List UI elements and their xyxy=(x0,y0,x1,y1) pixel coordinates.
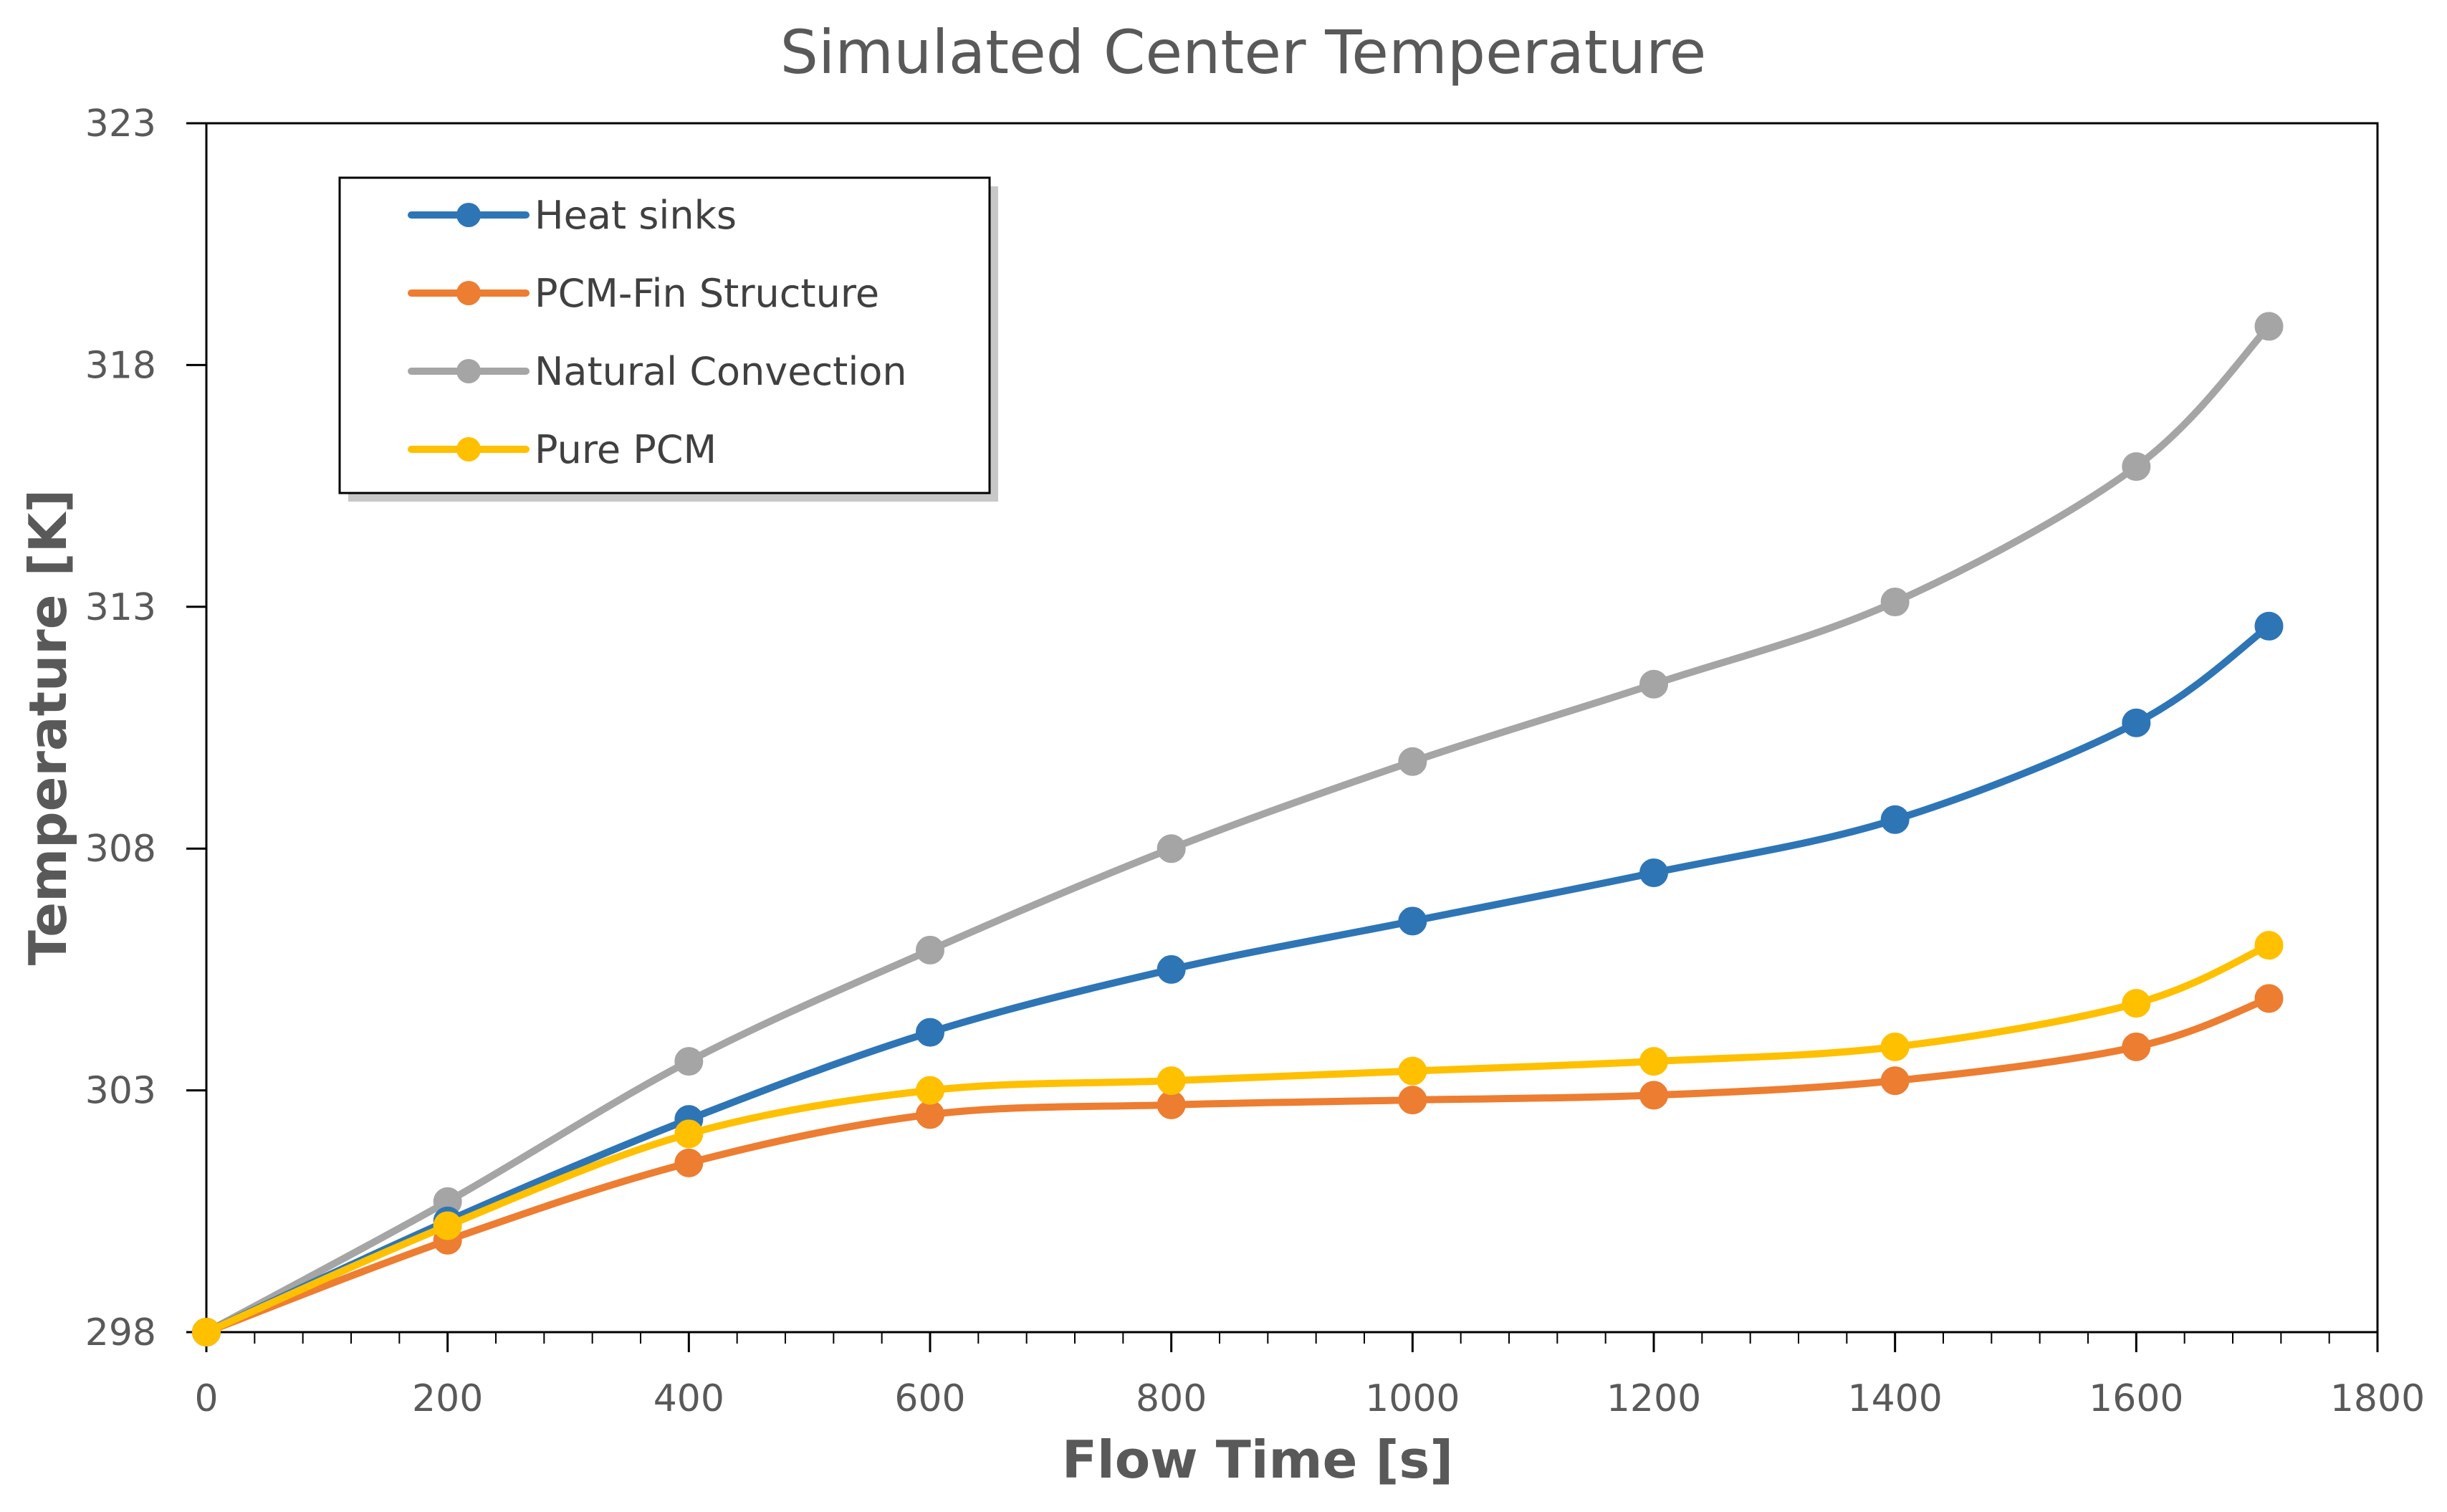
data-point xyxy=(1399,748,1426,775)
x-tick-label: 400 xyxy=(653,1377,724,1420)
x-tick-label: 1800 xyxy=(2330,1377,2425,1420)
data-point xyxy=(1640,859,1667,886)
data-point xyxy=(916,1101,944,1128)
data-point xyxy=(1158,956,1185,983)
data-point xyxy=(2122,990,2150,1017)
data-point xyxy=(1158,1067,1185,1094)
data-point xyxy=(675,1048,702,1075)
data-point xyxy=(675,1120,702,1147)
legend: Heat sinks PCM-Fin Structure Natural Conve… xyxy=(340,178,998,502)
data-point xyxy=(2122,709,2150,737)
x-tick-label: 800 xyxy=(1136,1377,1207,1420)
data-point xyxy=(193,1319,220,1346)
data-point xyxy=(1158,1091,1185,1119)
y-tick-label: 308 xyxy=(85,828,156,871)
data-point xyxy=(1882,1067,1909,1094)
data-point xyxy=(1640,1048,1667,1075)
data-point xyxy=(2256,932,2283,959)
x-tick-label: 1200 xyxy=(1606,1377,1701,1420)
data-point xyxy=(1640,1081,1667,1109)
data-point xyxy=(1882,1033,1909,1061)
legend-label: Heat sinks xyxy=(535,193,737,238)
legend-swatch-marker xyxy=(456,203,481,227)
legend-swatch-marker xyxy=(456,281,481,305)
y-tick-label: 298 xyxy=(85,1311,156,1354)
x-tick-label: 0 xyxy=(194,1377,218,1420)
data-point xyxy=(2256,985,2283,1012)
y-axis-label: Temperature [K] xyxy=(18,489,78,966)
y-tick-label: 318 xyxy=(85,344,156,387)
x-tick-label: 1600 xyxy=(2089,1377,2183,1420)
data-point xyxy=(2122,1033,2150,1061)
y-tick-label: 313 xyxy=(85,586,156,629)
x-axis-label: Flow Time [s] xyxy=(1062,1430,1453,1490)
x-tick-label: 200 xyxy=(412,1377,483,1420)
data-point xyxy=(916,1019,944,1046)
data-point xyxy=(2256,613,2283,640)
x-tick-label: 600 xyxy=(894,1377,965,1420)
legend-swatch-marker xyxy=(456,359,481,383)
data-point xyxy=(434,1212,461,1240)
chart-title: Simulated Center Temperature xyxy=(780,17,1707,87)
legend-label: Natural Convection xyxy=(535,349,907,394)
chart: Simulated Center Temperature 0 200 400 600 8… xyxy=(0,0,2447,1512)
y-tick-label: 303 xyxy=(85,1070,156,1113)
data-point xyxy=(916,937,944,964)
data-point xyxy=(2256,312,2283,340)
data-point xyxy=(1882,588,1909,616)
data-point xyxy=(1882,806,1909,833)
legend-label: Pure PCM xyxy=(535,427,717,472)
data-point xyxy=(1399,1058,1426,1085)
legend-swatch-marker xyxy=(456,437,481,461)
data-point xyxy=(1399,907,1426,934)
data-point xyxy=(2122,453,2150,480)
x-tick-label: 1000 xyxy=(1365,1377,1460,1420)
data-point xyxy=(1640,671,1667,698)
data-point xyxy=(916,1077,944,1104)
data-point xyxy=(675,1149,702,1177)
data-point xyxy=(1399,1086,1426,1114)
x-tick-label: 1400 xyxy=(1847,1377,1942,1420)
y-tick-label: 323 xyxy=(85,102,156,145)
legend-label: PCM-Fin Structure xyxy=(535,271,879,316)
data-point xyxy=(1158,835,1185,862)
